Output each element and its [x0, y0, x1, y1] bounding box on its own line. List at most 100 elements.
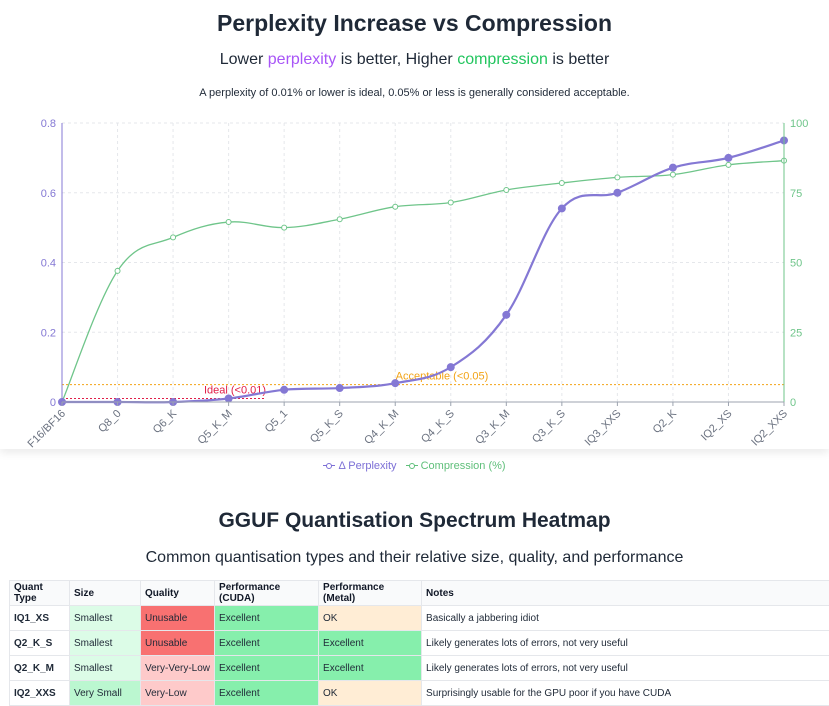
perplexity-point	[614, 189, 621, 196]
cell-performance-cuda: Excellent	[215, 656, 319, 681]
perplexity-point	[669, 164, 676, 171]
perplexity-line	[62, 140, 784, 402]
cell-quality: Very-Low	[141, 681, 215, 706]
cell-size: Smallest	[70, 631, 141, 656]
subtitle-part-1: Lower	[220, 51, 268, 68]
column-header-quant-type: Quant Type	[10, 581, 70, 606]
legend-compression-marker-icon	[406, 462, 418, 470]
legend-compression-label: Compression (%)	[421, 460, 506, 472]
x-axis-tick-label: IQ2_XS	[699, 408, 735, 444]
legend-perplexity[interactable]: Δ Perplexity	[323, 460, 396, 472]
chart-note: A perplexity of 0.01% or lower is ideal,…	[0, 87, 829, 99]
cell-notes: Likely generates lots of errors, not ver…	[422, 631, 829, 656]
x-axis-tick-label: Q4_K_M	[362, 408, 401, 447]
x-axis-tick-label: IQ3_XXS	[583, 408, 624, 449]
x-axis-tick-label: Q8_0	[96, 408, 124, 436]
compression-point	[282, 225, 287, 230]
compression-point	[226, 220, 231, 225]
cell-performance-cuda: Excellent	[215, 606, 319, 631]
column-header-performance-cuda: Performance (CUDA)	[215, 581, 319, 606]
subtitle-part-3: is better, Higher	[336, 51, 457, 68]
cell-notes: Likely generates lots of errors, not ver…	[422, 656, 829, 681]
right-axis-tick-label: 50	[790, 258, 802, 270]
x-axis-tick-label: Q3_K_M	[473, 408, 512, 447]
compression-point	[337, 217, 342, 222]
compression-point	[171, 235, 176, 240]
x-axis-tick-label: Q5_K_S	[308, 408, 346, 446]
subtitle-compression: compression	[457, 51, 548, 68]
x-axis-tick-label: Q5_1	[263, 408, 291, 436]
cell-performance-cuda: Excellent	[215, 631, 319, 656]
perplexity-point	[447, 364, 454, 371]
compression-point	[393, 204, 398, 209]
cell-quant-type: IQ1_XS	[10, 606, 70, 631]
chart-subtitle: Lower perplexity is better, Higher compr…	[0, 51, 829, 69]
left-axis-tick-label: 0.6	[41, 188, 56, 200]
cell-size: Very Small	[70, 681, 141, 706]
cell-quality: Unusable	[141, 631, 215, 656]
subtitle-part-5: is better	[548, 51, 609, 68]
chart-title: Perplexity Increase vs Compression	[0, 10, 829, 37]
right-axis-tick-label: 75	[790, 188, 802, 200]
x-axis-tick-label: IQ2_XXS	[749, 408, 790, 449]
cell-size: Smallest	[70, 656, 141, 681]
column-header-size: Size	[70, 581, 141, 606]
column-header-quality: Quality	[141, 581, 215, 606]
perplexity-point	[392, 380, 399, 387]
cell-quant-type: Q2_K_S	[10, 631, 70, 656]
chart-card: Ideal (<0.01)Acceptable (<0.05) 0 0.2 0.4 0…	[0, 0, 829, 449]
compression-point	[670, 172, 675, 177]
cell-notes: Surprisingly usable for the GPU poor if …	[422, 681, 829, 706]
compression-point	[615, 175, 620, 180]
column-header-notes: Notes	[422, 581, 829, 606]
left-axis-tick-label: 0	[50, 397, 56, 409]
left-axis-tick-label: 0.2	[41, 327, 56, 339]
perplexity-point	[225, 395, 232, 402]
compression-point	[448, 200, 453, 205]
perplexity-point	[503, 311, 510, 318]
heatmap-title: GGUF Quantisation Spectrum Heatmap	[0, 509, 829, 533]
compression-point	[726, 162, 731, 167]
right-axis-tick-label: 0	[790, 397, 796, 409]
x-axis-tick-label: Q2_K	[651, 407, 680, 436]
compression-line	[62, 161, 784, 402]
compression-point	[115, 268, 120, 273]
cell-performance-metal: Excellent	[319, 631, 422, 656]
legend-perplexity-marker-icon	[323, 462, 335, 470]
cell-performance-metal: OK	[319, 606, 422, 631]
perplexity-point	[725, 154, 732, 161]
left-axis-tick-label: 0.8	[41, 118, 56, 130]
threshold-layer: Ideal (<0.01)Acceptable (<0.05)	[62, 371, 784, 399]
x-axis-tick-label: Q5_K_M	[196, 408, 235, 447]
cell-performance-metal: OK	[319, 681, 422, 706]
cell-notes: Basically a jabbering idiot	[422, 606, 829, 631]
perplexity-point	[558, 205, 565, 212]
heatmap-subtitle: Common quantisation types and their rela…	[0, 549, 829, 567]
heatmap-header-row: Quant Type Size Quality Performance (CUD…	[10, 581, 829, 606]
cell-performance-metal: Excellent	[319, 656, 422, 681]
perplexity-point	[336, 385, 343, 392]
x-axis-tick-label: Q6_K	[151, 407, 180, 436]
cell-quant-type: IQ2_XXS	[10, 681, 70, 706]
left-axis-tick-label: 0.4	[41, 258, 56, 270]
cell-size: Smallest	[70, 606, 141, 631]
cell-quality: Very-Very-Low	[141, 656, 215, 681]
compression-point	[559, 180, 564, 185]
legend-compression[interactable]: Compression (%)	[406, 460, 506, 472]
series-layer	[59, 137, 788, 406]
x-axis-tick-label: Q3_K_S	[530, 408, 568, 446]
column-header-performance-metal: Performance (Metal)	[319, 581, 422, 606]
x-axis-tick-label: Q4_K_S	[419, 408, 457, 446]
chart-legend: Δ Perplexity Compression (%)	[0, 460, 829, 473]
legend-perplexity-label: Δ Perplexity	[338, 460, 396, 472]
cell-performance-cuda: Excellent	[215, 681, 319, 706]
cell-quality: Unusable	[141, 606, 215, 631]
subtitle-perplexity: perplexity	[268, 51, 336, 68]
right-axis-tick-label: 100	[790, 118, 808, 130]
